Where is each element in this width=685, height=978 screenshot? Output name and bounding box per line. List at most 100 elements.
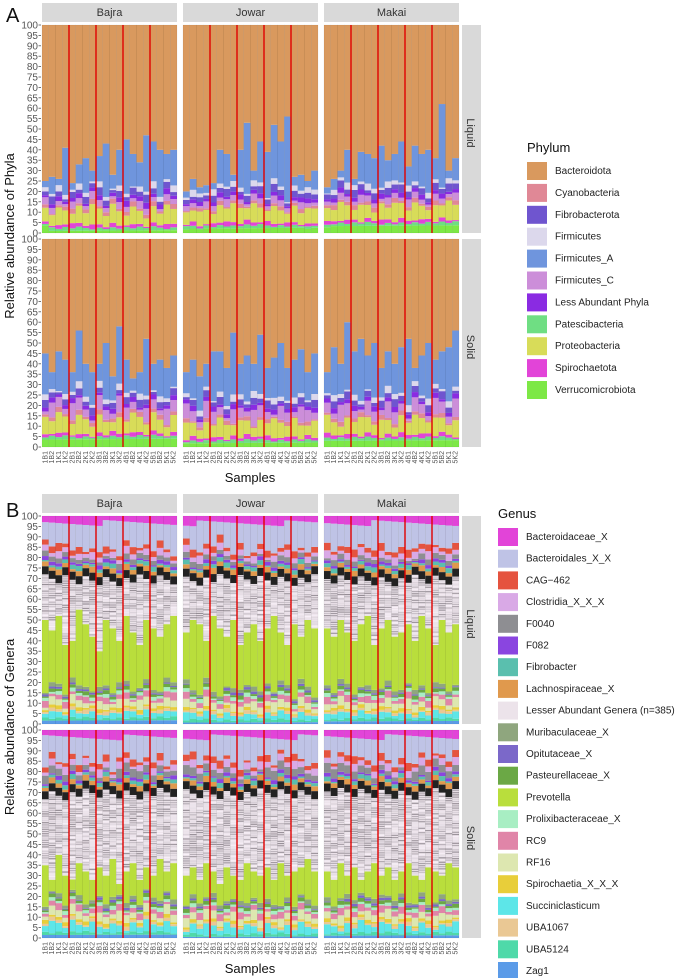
segment-less-abundant-phyla [62,405,69,409]
segment-firmicutes-c [223,199,231,208]
grey-stripe [257,583,264,585]
grey-stripe [116,615,123,617]
segment-succiniclasticum [344,712,351,719]
grey-stripe [257,614,264,616]
grey-stripe [411,637,419,639]
segment-firmicutes-c [357,194,365,203]
segment-patescibacteria [425,436,432,441]
segment-prevotella [378,628,385,689]
segment-prolixibacteraceae-x [223,693,231,696]
grey-stripe [243,604,251,606]
grey-stripe [102,586,110,588]
segment-zag1 [55,720,63,724]
segment-firmicutes-c [183,206,190,212]
segment-firmicutes-c [48,402,56,418]
segment-rc9 [116,694,123,699]
segment-prevotella [62,644,69,695]
segment-proteobacteria [82,419,90,434]
segment-zag1 [62,720,69,724]
segment-muribaculaceae-x [418,685,426,689]
x-tick-1K2: 1K2 [63,451,70,464]
segment-rf16 [230,703,237,712]
segment-prolixibacteraceae-x [337,689,345,691]
segment-rc9 [445,698,453,706]
grey-stripe [438,605,446,607]
segment-proteobacteria [330,210,338,222]
y-tick-10: 10 [27,422,39,433]
segment-rf16 [418,701,426,707]
segment-firmicutes-a [75,164,83,184]
segment-fibrobacter [330,568,338,574]
segment-uba5124 [102,717,110,721]
segment-spirochaetota [324,220,331,225]
segment-fibrobacterota [330,195,338,199]
segment-bacteroidota [452,239,459,331]
segment-firmicutes [411,181,419,186]
grey-stripe [109,600,117,602]
segment-firmicutes-a [337,170,345,178]
x-tick-2B2: 2B2 [217,451,224,464]
segment-spirochaetota [223,439,231,442]
grey-stripe [425,584,432,586]
grey-stripe [42,590,49,592]
segment-cyanobacteria [304,421,312,426]
grey-stripe [196,604,204,606]
segment-pasteurellaceae-x [445,695,453,697]
grey-stripe [324,604,331,606]
segment-f082 [129,564,137,568]
grey-stripe [216,623,224,625]
segment-zag1 [163,720,171,724]
segment-uba1067 [48,707,56,712]
y-tick-10: 10 [27,208,39,219]
bar-makai-solid-2K2 [371,238,379,448]
segment-f082 [324,560,331,564]
segment-muribaculaceae-x [163,677,171,683]
segment-patescibacteria [364,436,372,441]
segment-verrucomicrobiota [411,440,419,447]
segment-patescibacteria [344,223,351,226]
segment-f0040 [405,561,412,564]
segment-spirochaetota [210,223,217,228]
segment-firmicutes [257,393,264,399]
segment-spirochaetota [438,431,446,437]
segment-uba5124 [411,719,419,722]
segment-firmicutes-c [364,195,372,202]
dark-stripe [398,570,405,579]
grey-stripe [150,617,157,619]
segment-firmicutes-c [129,198,137,202]
segment-proteobacteria [270,418,278,439]
grey-stripe [438,585,446,587]
segment-patescibacteria [378,439,385,441]
segment-bacteroidales-x-x [62,523,69,544]
segment-opitutaceae-x [418,688,426,690]
segment-prolixibacteraceae-x [405,687,412,692]
grey-stripe [277,606,285,608]
grey-stripe [48,818,56,820]
segment-firmicutes-c [156,209,164,212]
grey-stripe [82,607,90,610]
bar-makai-solid-1B1 [323,238,331,448]
segment-less-abundant-phyla [337,187,345,193]
grey-stripe [344,602,351,604]
segment-prevotella [351,640,358,695]
grey-stripe [55,796,63,798]
segment-f0040 [378,557,385,562]
segment-opitutaceae-x [55,897,63,899]
segment-bacteroidota [425,239,432,343]
segment-less-abundant-phyla [109,192,117,197]
grey-stripe [143,612,150,615]
grey-stripe [129,583,137,585]
segment-succiniclasticum [277,710,285,719]
segment-prolixibacteraceae-x [357,693,365,697]
dark-stripe [55,575,63,584]
segment-bacteroidota [102,239,110,343]
segment-bacteroidaceae-x [264,516,271,526]
grey-stripe [344,593,351,596]
segment-fibrobacter [183,559,190,565]
segment-spirochaetia-x-x-x [425,710,432,713]
segment-less-abundant-phyla [82,405,90,410]
segment-proteobacteria [69,213,76,224]
grey-stripe [89,592,96,594]
segment-fibrobacterota [183,397,190,400]
segment-fibrobacterota [203,195,210,199]
